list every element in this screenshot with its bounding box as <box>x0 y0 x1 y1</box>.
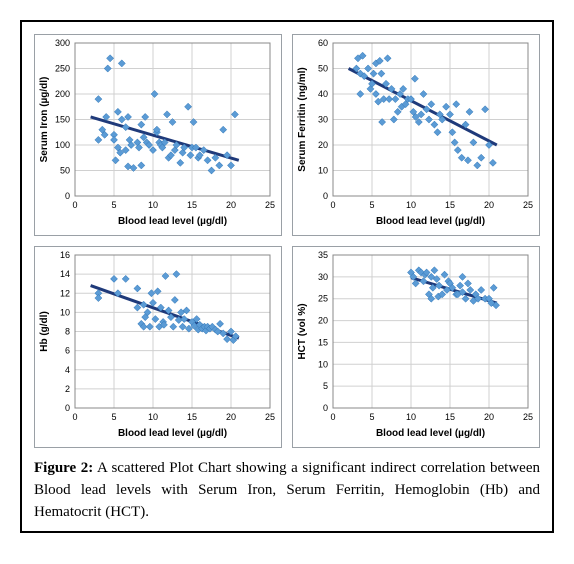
svg-text:20: 20 <box>318 316 328 326</box>
svg-text:40: 40 <box>318 89 328 99</box>
svg-text:25: 25 <box>523 412 533 422</box>
panel-hemoglobin: 0 5 10 15 20 25 0 2 4 6 8 10 12 14 16 Blood lead level … <box>34 246 282 448</box>
svg-text:2: 2 <box>65 384 70 394</box>
svg-text:30: 30 <box>318 115 328 125</box>
svg-text:200: 200 <box>55 89 70 99</box>
svg-text:25: 25 <box>523 200 533 210</box>
figure-label: Figure 2: <box>34 460 93 476</box>
svg-text:20: 20 <box>318 140 328 150</box>
svg-text:25: 25 <box>265 412 275 422</box>
svg-text:100: 100 <box>55 140 70 150</box>
svg-text:0: 0 <box>65 191 70 201</box>
svg-text:Blood lead level (µg/dl): Blood lead level (µg/dl) <box>376 216 485 227</box>
svg-text:5: 5 <box>369 412 374 422</box>
svg-text:5: 5 <box>323 381 328 391</box>
svg-text:25: 25 <box>265 200 275 210</box>
svg-text:20: 20 <box>484 200 494 210</box>
svg-text:15: 15 <box>445 200 455 210</box>
svg-text:0: 0 <box>330 412 335 422</box>
svg-text:20: 20 <box>226 200 236 210</box>
svg-text:15: 15 <box>187 200 197 210</box>
svg-text:10: 10 <box>318 166 328 176</box>
svg-text:10: 10 <box>148 200 158 210</box>
svg-text:16: 16 <box>60 250 70 260</box>
svg-text:50: 50 <box>60 166 70 176</box>
figure-caption: Figure 2: A scattered Plot Chart showing… <box>34 458 540 523</box>
svg-text:15: 15 <box>187 412 197 422</box>
figure-container: 0510152025050100150200250300Blood lead l… <box>20 20 554 533</box>
svg-text:15: 15 <box>445 412 455 422</box>
svg-text:250: 250 <box>55 64 70 74</box>
svg-text:10: 10 <box>406 412 416 422</box>
svg-text:0: 0 <box>330 200 335 210</box>
svg-text:10: 10 <box>60 307 70 317</box>
svg-text:0: 0 <box>72 412 77 422</box>
caption-text: A scattered Plot Chart showing a signifi… <box>34 460 540 520</box>
svg-text:0: 0 <box>72 200 77 210</box>
svg-text:0: 0 <box>323 403 328 413</box>
svg-text:6: 6 <box>65 346 70 356</box>
svg-text:Blood lead level (µg/dl): Blood lead level (µg/dl) <box>118 216 227 227</box>
svg-text:5: 5 <box>369 200 374 210</box>
svg-text:Serum Ferritin (ng/ml): Serum Ferritin (ng/ml) <box>297 67 308 171</box>
svg-text:0: 0 <box>65 403 70 413</box>
svg-text:Hb (g/dl): Hb (g/dl) <box>39 311 50 352</box>
svg-text:12: 12 <box>60 288 70 298</box>
svg-text:300: 300 <box>55 38 70 48</box>
svg-text:5: 5 <box>111 200 116 210</box>
svg-text:50: 50 <box>318 64 328 74</box>
chart-grid: 0510152025050100150200250300Blood lead l… <box>34 34 540 448</box>
svg-text:5: 5 <box>111 412 116 422</box>
panel-serum-iron: 0510152025050100150200250300Blood lead l… <box>34 34 282 236</box>
svg-text:Blood lead level (µg/dl): Blood lead level (µg/dl) <box>118 428 227 439</box>
svg-text:HCT (vol %): HCT (vol %) <box>297 303 308 359</box>
svg-text:30: 30 <box>318 272 328 282</box>
svg-text:14: 14 <box>60 269 70 279</box>
svg-text:20: 20 <box>226 412 236 422</box>
svg-text:Blood lead level (µg/dl): Blood lead level (µg/dl) <box>376 428 485 439</box>
svg-text:60: 60 <box>318 38 328 48</box>
svg-text:15: 15 <box>318 337 328 347</box>
svg-text:150: 150 <box>55 115 70 125</box>
svg-text:4: 4 <box>65 365 70 375</box>
svg-text:8: 8 <box>65 327 70 337</box>
svg-text:0: 0 <box>323 191 328 201</box>
panel-hematocrit: 0 5 10 15 20 25 0 5 10 15 20 25 30 35 Blood lead level… <box>292 246 540 448</box>
svg-text:10: 10 <box>148 412 158 422</box>
svg-text:10: 10 <box>318 359 328 369</box>
svg-text:Serum Iron (µg/dl): Serum Iron (µg/dl) <box>39 77 50 163</box>
svg-text:10: 10 <box>406 200 416 210</box>
svg-text:35: 35 <box>318 250 328 260</box>
panel-serum-ferritin: 0 5 10 15 20 25 0 10 20 30 40 50 60 Blood lead level … <box>292 34 540 236</box>
svg-text:20: 20 <box>484 412 494 422</box>
svg-text:25: 25 <box>318 294 328 304</box>
